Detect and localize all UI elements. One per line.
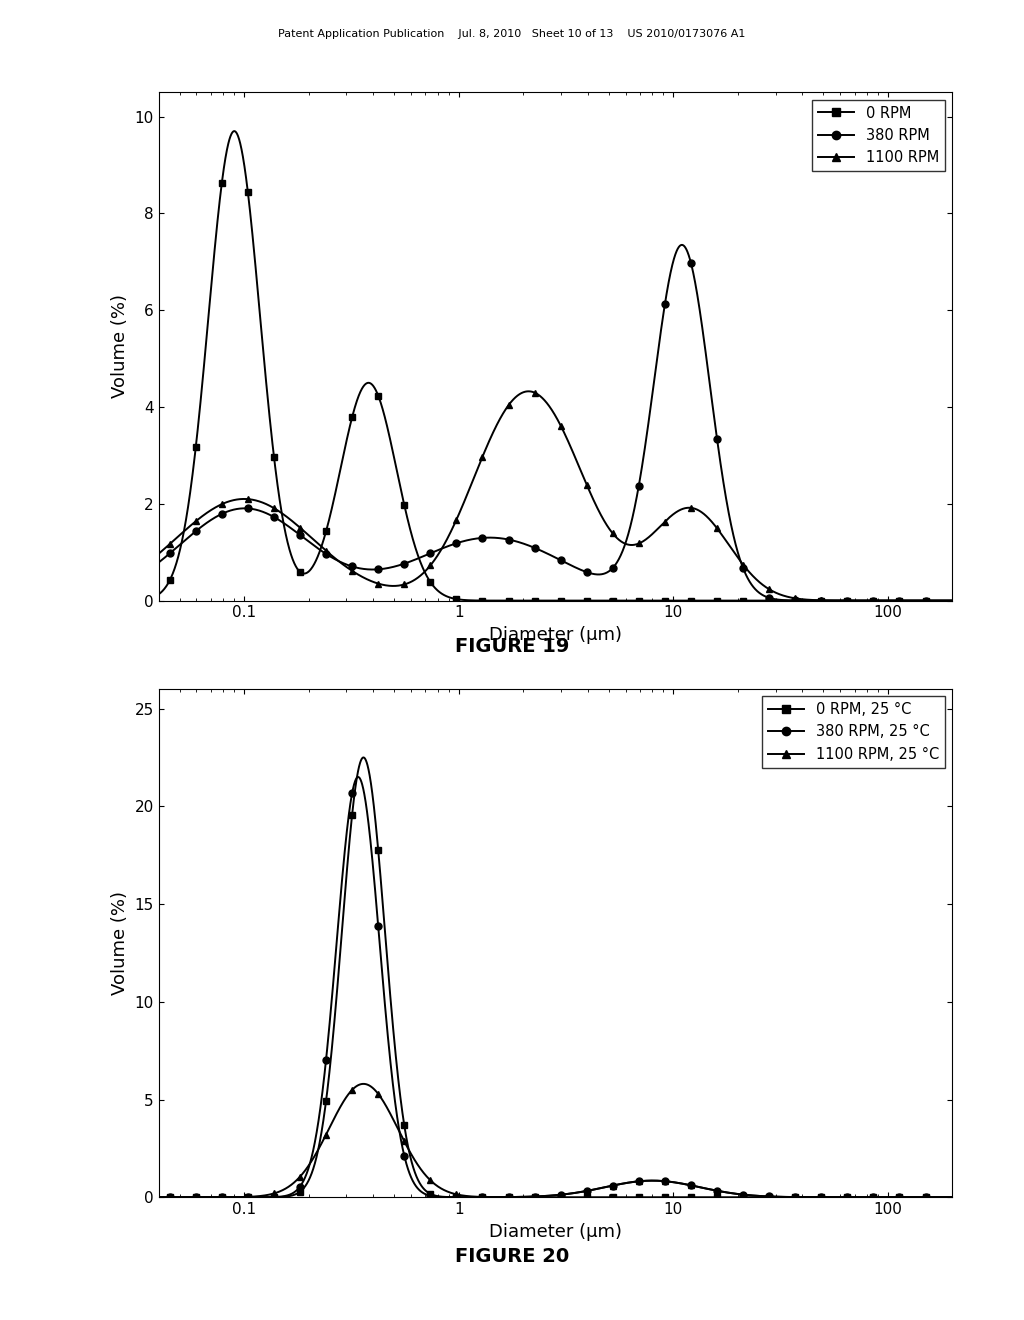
X-axis label: Diameter (μm): Diameter (μm) [489, 626, 622, 644]
Text: Patent Application Publication    Jul. 8, 2010   Sheet 10 of 13    US 2010/01730: Patent Application Publication Jul. 8, 2… [279, 29, 745, 40]
Legend: 0 RPM, 25 °C, 380 RPM, 25 °C, 1100 RPM, 25 °C: 0 RPM, 25 °C, 380 RPM, 25 °C, 1100 RPM, … [762, 697, 945, 768]
Y-axis label: Volume (%): Volume (%) [111, 294, 129, 399]
Text: FIGURE 19: FIGURE 19 [455, 638, 569, 656]
Legend: 0 RPM, 380 RPM, 1100 RPM: 0 RPM, 380 RPM, 1100 RPM [812, 100, 945, 172]
Y-axis label: Volume (%): Volume (%) [111, 891, 129, 995]
Text: FIGURE 20: FIGURE 20 [455, 1247, 569, 1266]
X-axis label: Diameter (μm): Diameter (μm) [489, 1222, 622, 1241]
